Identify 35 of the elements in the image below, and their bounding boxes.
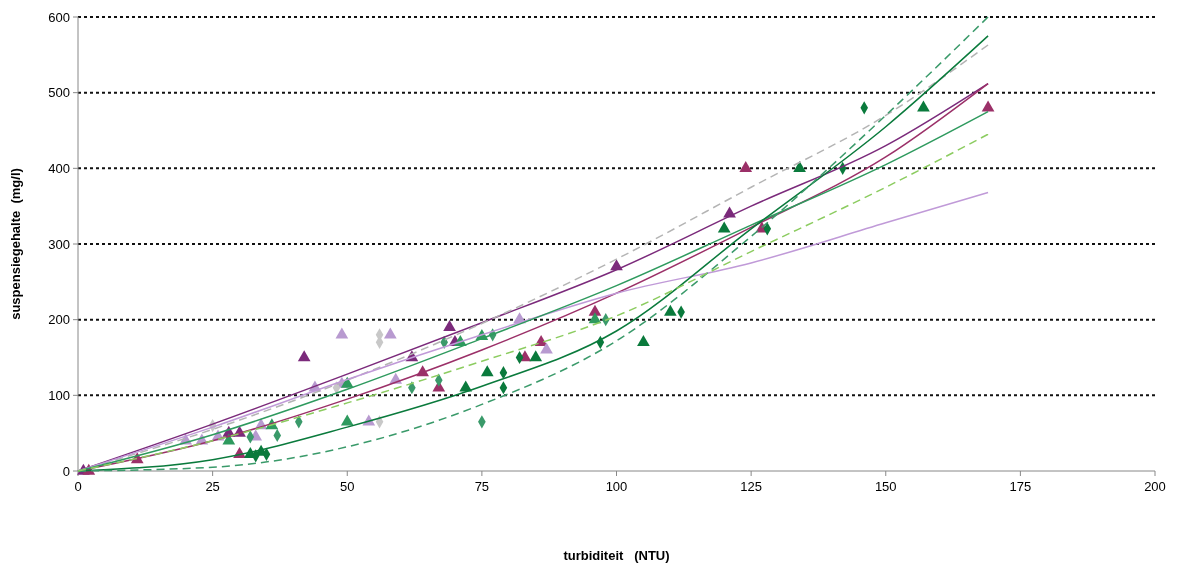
point	[443, 319, 456, 331]
point	[637, 335, 650, 347]
x-axis-title: turbiditeit (NTU)	[563, 548, 670, 563]
point	[529, 350, 543, 362]
x-tick-label: 50	[340, 479, 355, 494]
point	[480, 365, 494, 377]
point	[739, 160, 753, 172]
x-tick-label: 100	[605, 479, 628, 494]
y-axis-title: suspensiegehalte (mg/l)	[8, 168, 23, 320]
point	[297, 350, 311, 362]
x-tick-label: 125	[740, 479, 762, 494]
x-tick-label: 150	[874, 479, 897, 494]
point	[383, 327, 397, 339]
y-tick-label: 0	[62, 463, 70, 479]
point	[340, 376, 354, 388]
y-tick-label: 100	[48, 387, 70, 403]
x-tick-label: 25	[205, 479, 220, 494]
point	[340, 414, 354, 426]
point	[335, 327, 349, 339]
point	[981, 100, 995, 112]
y-tick-label: 600	[48, 9, 70, 25]
x-tick-label: 0	[74, 479, 82, 494]
point	[917, 100, 930, 112]
y-tick-label: 500	[48, 85, 70, 101]
point	[540, 342, 553, 354]
x-tick-label: 200	[1144, 479, 1166, 494]
y-tick-label: 200	[48, 312, 70, 328]
point	[717, 221, 731, 233]
x-tick-label: 75	[474, 479, 490, 494]
y-tick-label: 300	[48, 236, 70, 252]
point	[588, 312, 602, 324]
point	[663, 304, 677, 316]
y-tick-label: 400	[48, 160, 70, 176]
x-tick-label: 175	[1009, 479, 1032, 494]
point	[793, 160, 806, 172]
